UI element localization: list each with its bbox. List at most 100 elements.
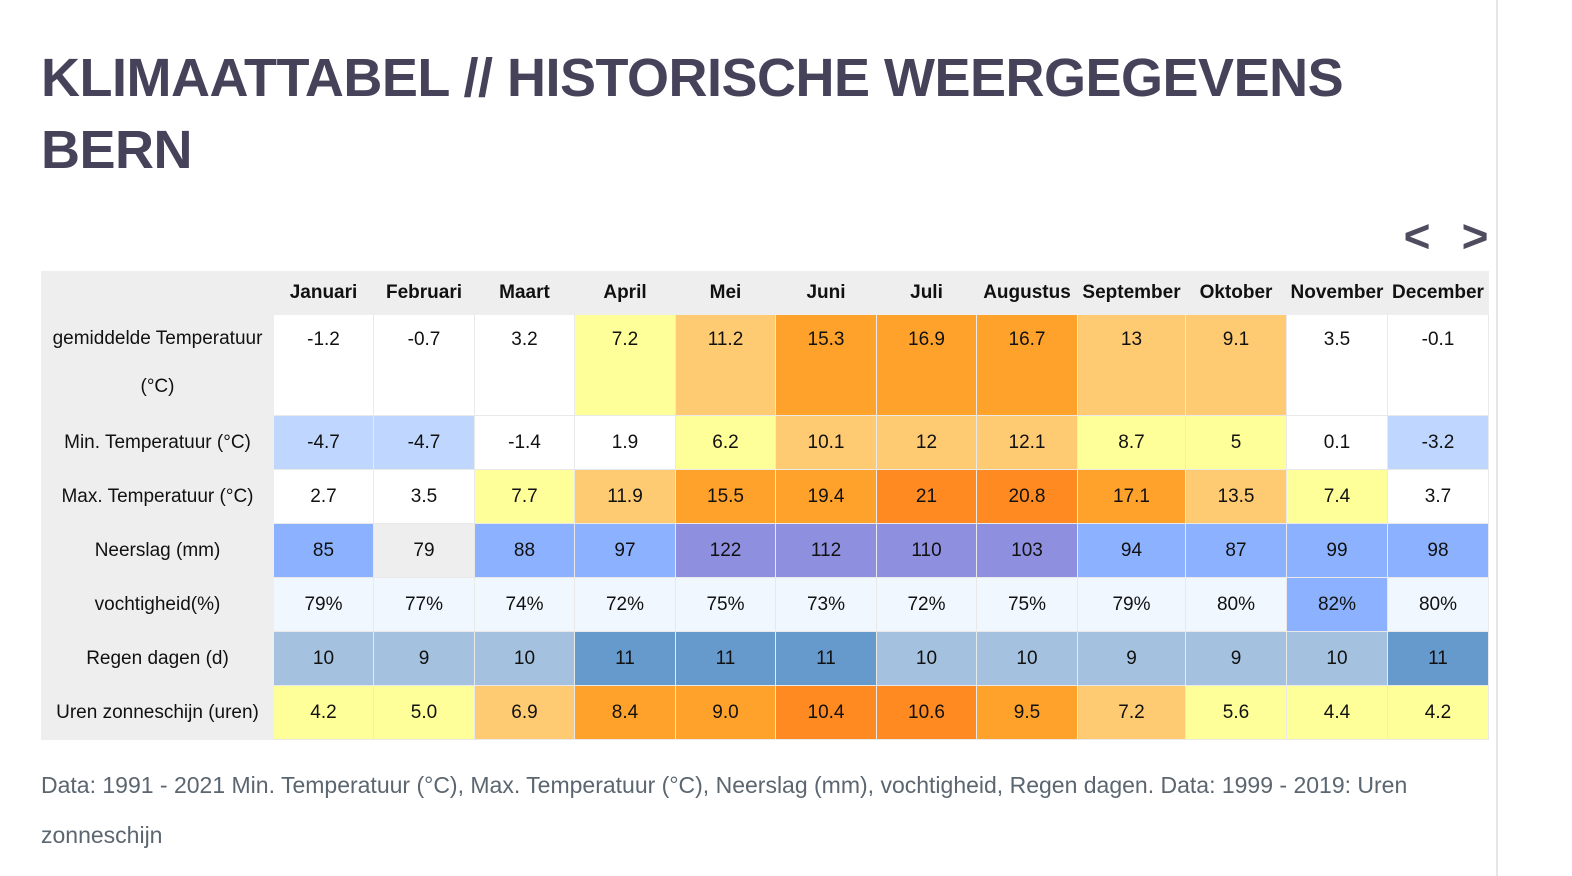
table-cell: 10 [976,631,1078,686]
table-cell: 80% [1387,577,1489,632]
row-label: Regen dagen (d) [41,631,274,686]
header-month: September [1077,271,1186,315]
table-navigation: < > [1398,212,1494,262]
table-cell: 11 [675,631,776,686]
table-cell: 11.2 [675,314,776,416]
table-cell: 12.1 [976,415,1078,470]
table-cell: -3.2 [1387,415,1489,470]
table-cell: 10 [273,631,374,686]
table-cell: 103 [976,523,1078,578]
table-row: Regen dagen (d) 10 9 10 11 11 11 10 10 9 9 10 11 [41,631,1489,686]
table-cell: 11 [574,631,676,686]
table-cell: 9 [373,631,475,686]
table-cell: 79% [273,577,374,632]
table-body: gemiddelde Temperatuur (°C) -1.2 -0.7 3.2 7.… [41,314,1489,740]
table-cell: 8.4 [574,685,676,740]
table-cell: 87 [1185,523,1287,578]
table-cell: 9.1 [1185,314,1287,416]
row-label: Max. Temperatuur (°C) [41,469,274,524]
table-cell: 97 [574,523,676,578]
table-cell: 19.4 [775,469,877,524]
table-cell: 0.1 [1286,415,1388,470]
table-cell: 98 [1387,523,1489,578]
table-cell: -4.7 [273,415,374,470]
table-cell: 9.5 [976,685,1078,740]
table-cell: 12 [876,415,977,470]
table-cell: 4.2 [1387,685,1489,740]
table-cell: 16.9 [876,314,977,416]
table-cell: 3.2 [474,314,575,416]
table-row: vochtigheid(%) 79% 77% 74% 72% 75% 73% 72% 75% 79… [41,577,1489,632]
table-cell: 7.4 [1286,469,1388,524]
table-cell: 85 [273,523,374,578]
table-cell: 2.7 [273,469,374,524]
table-cell: 7.2 [1077,685,1186,740]
table-cell: 21 [876,469,977,524]
table-cell: -0.7 [373,314,475,416]
table-cell: 3.5 [1286,314,1388,416]
table-cell: 5.0 [373,685,475,740]
right-divider [1496,0,1498,876]
table-cell: 11 [1387,631,1489,686]
table-cell: 6.9 [474,685,575,740]
table-cell: 10.4 [775,685,877,740]
table-cell: 9 [1185,631,1287,686]
table-cell: 79% [1077,577,1186,632]
table-row: gemiddelde Temperatuur (°C) -1.2 -0.7 3.2 7.… [41,314,1489,416]
table-cell: 10.1 [775,415,877,470]
data-source-note: Data: 1991 - 2021 Min. Temperatuur (°C),… [41,772,1408,848]
row-label: Neerslag (mm) [41,523,274,578]
row-label: vochtigheid(%) [41,577,274,632]
header-month: Juni [775,271,877,315]
table-cell: 10 [1286,631,1388,686]
table-cell: 5 [1185,415,1287,470]
table-cell: 11 [775,631,877,686]
table-cell: 7.7 [474,469,575,524]
header-month: Oktober [1185,271,1287,315]
table-cell: 10 [474,631,575,686]
header-month: Mei [675,271,776,315]
table-cell: 74% [474,577,575,632]
table-cell: 11.9 [574,469,676,524]
table-cell: 110 [876,523,977,578]
header-corner [41,271,274,315]
table-cell: -4.7 [373,415,475,470]
page-title: KLIMAATTABEL // HISTORISCHE WEERGEGEVENS… [41,48,1344,180]
table-header-row: Januari Februari Maart April Mei Juni Ju… [41,271,1489,315]
table-cell: 5.6 [1185,685,1287,740]
table-cell: 88 [474,523,575,578]
table-cell: 82% [1286,577,1388,632]
row-label: Uren zonneschijn (uren) [41,685,274,740]
table-cell: -1.2 [273,314,374,416]
table-row: Neerslag (mm) 85 79 88 97 122 112 110 103 94 87 99 9… [41,523,1489,578]
next-arrow-icon[interactable]: > [1461,210,1489,262]
table-cell: 112 [775,523,877,578]
table-cell: 4.4 [1286,685,1388,740]
table-cell: 122 [675,523,776,578]
table-cell: 1.9 [574,415,676,470]
table-cell: 17.1 [1077,469,1186,524]
previous-arrow-icon[interactable]: < [1403,210,1431,262]
table-cell: 15.5 [675,469,776,524]
table-cell: 13 [1077,314,1186,416]
table-cell: -0.1 [1387,314,1489,416]
header-month: December [1387,271,1489,315]
table-cell: 94 [1077,523,1186,578]
table-cell: 8.7 [1077,415,1186,470]
table-cell: 73% [775,577,877,632]
table-cell: 16.7 [976,314,1078,416]
table-cell: 99 [1286,523,1388,578]
table-cell: 75% [675,577,776,632]
table-cell: 72% [876,577,977,632]
header-month: Juli [876,271,977,315]
table-cell: 6.2 [675,415,776,470]
table-cell: 72% [574,577,676,632]
table-cell: 9.0 [675,685,776,740]
table-cell: 15.3 [775,314,877,416]
header-month: Februari [373,271,475,315]
table-cell: 9 [1077,631,1186,686]
row-label: Min. Temperatuur (°C) [41,415,274,470]
table-row: Min. Temperatuur (°C) -4.7 -4.7 -1.4 1.9 6.2 1… [41,415,1489,470]
table-cell: 20.8 [976,469,1078,524]
